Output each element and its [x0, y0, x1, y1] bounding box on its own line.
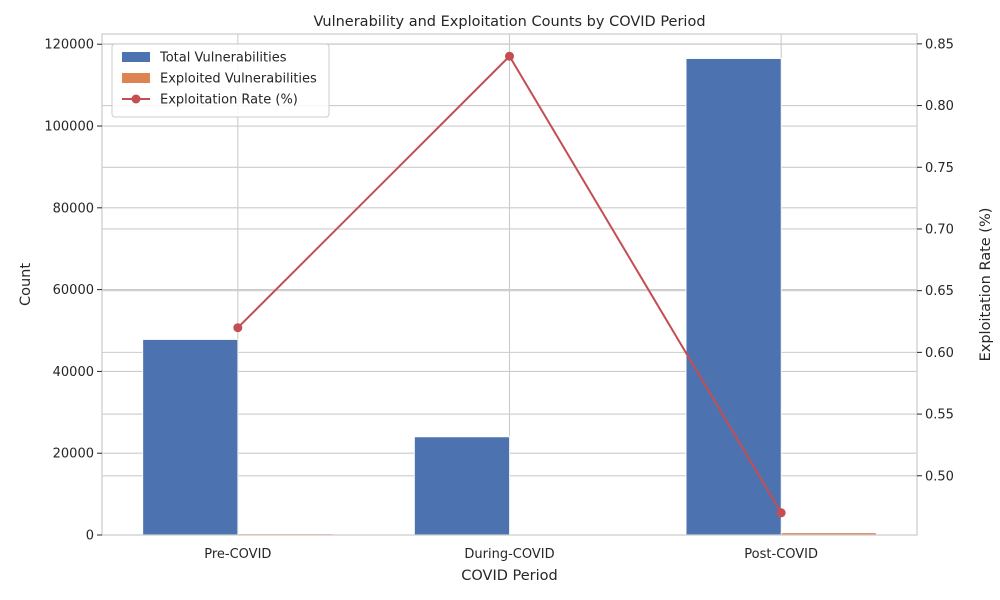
- y-tick-label: 100000: [44, 120, 94, 135]
- rate-line: [233, 51, 786, 518]
- y-tick-label: 80000: [53, 201, 94, 216]
- rate-point-pre-covid: [233, 323, 243, 333]
- legend-label-0: Total Vulnerabilities: [159, 51, 287, 66]
- y-tick-label: 60000: [53, 283, 94, 298]
- legend-label-1: Exploited Vulnerabilities: [160, 72, 317, 87]
- y2-tick-label: 0.60: [925, 346, 954, 361]
- rate-point-post-covid: [776, 508, 786, 518]
- x-tick-label: Pre-COVID: [204, 547, 271, 562]
- y-tick-label: 120000: [44, 38, 94, 53]
- ticks: 0 20000 40000 60000 80000 100000 120000 0.50 0.5…: [44, 37, 954, 562]
- rate-point-during-covid: [505, 51, 514, 61]
- bar-total-post-covid: [685, 58, 782, 536]
- y2-tick-label: 0.55: [925, 408, 954, 423]
- x-tick-label: Post-COVID: [744, 547, 818, 562]
- legend-swatch-0: [122, 52, 150, 62]
- bar-total-pre-covid: [142, 339, 239, 536]
- y-axis-title: Count: [18, 263, 34, 306]
- y2-axis-title: Exploitation Rate (%): [978, 208, 994, 362]
- y2-tick-label: 0.75: [925, 161, 954, 176]
- y2-tick-label: 0.70: [925, 222, 954, 237]
- y2-tick-label: 0.80: [925, 99, 954, 114]
- y-tick-label: 0: [86, 529, 94, 544]
- y2-tick-label: 0.50: [925, 469, 954, 484]
- legend-box: [111, 43, 330, 118]
- x-tick-label: During-COVID: [464, 547, 554, 562]
- legend-label-2: Exploitation Rate (%): [160, 93, 298, 108]
- y-tick-label: 40000: [53, 365, 94, 380]
- y-tick-label: 20000: [53, 447, 94, 462]
- legend: Total Vulnerabilities Exploited Vulnerabi…: [111, 43, 330, 118]
- y2-tick-label: 0.85: [925, 37, 954, 52]
- bar-total-during-covid: [414, 436, 510, 536]
- x-axis-title: COVID Period: [461, 568, 557, 584]
- legend-marker: [131, 94, 141, 104]
- chart-title: Vulnerability and Exploitation Counts by…: [313, 14, 705, 30]
- y2-tick-label: 0.65: [925, 284, 954, 299]
- bars: [142, 58, 877, 536]
- legend-swatch-1: [122, 73, 150, 83]
- plot-frame: [101, 33, 918, 536]
